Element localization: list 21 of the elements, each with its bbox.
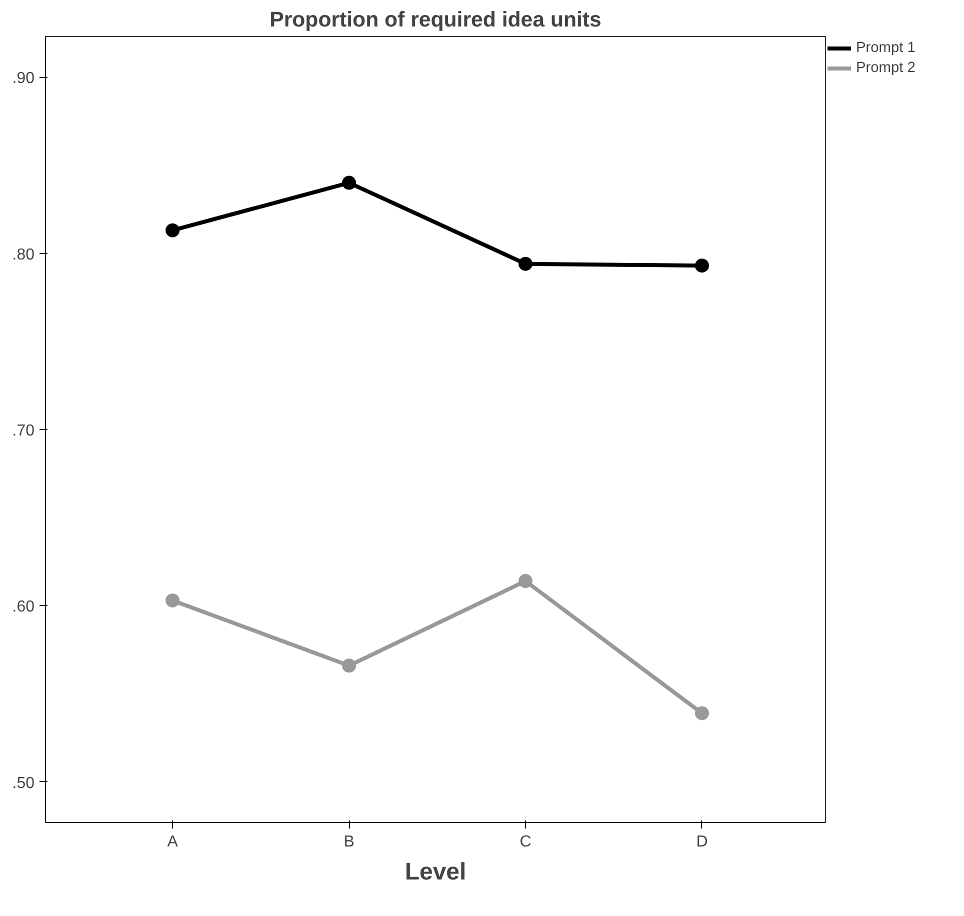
point bbox=[694, 706, 709, 720]
chart-title: Proportion of required idea units bbox=[270, 8, 602, 32]
legend-label: Prompt 1 bbox=[856, 40, 916, 56]
point bbox=[342, 658, 356, 673]
y-tick-label: .50 bbox=[12, 774, 35, 792]
x-tick-label: A bbox=[167, 834, 178, 850]
point bbox=[518, 256, 532, 271]
point bbox=[518, 574, 532, 588]
y-tick-label: .70 bbox=[12, 422, 35, 440]
y-tick-label: .90 bbox=[12, 70, 35, 88]
x-tick-label: B bbox=[344, 834, 354, 850]
x-axis-title: Level bbox=[404, 858, 466, 886]
point bbox=[166, 223, 180, 238]
x-tick-label: D bbox=[696, 834, 708, 850]
point bbox=[166, 593, 180, 608]
legend-label: Prompt 2 bbox=[856, 60, 916, 76]
y-tick-label: .60 bbox=[12, 598, 35, 616]
point bbox=[694, 258, 709, 273]
point bbox=[342, 176, 356, 190]
y-tick-label: .80 bbox=[12, 246, 35, 264]
x-tick-label: C bbox=[520, 834, 532, 850]
